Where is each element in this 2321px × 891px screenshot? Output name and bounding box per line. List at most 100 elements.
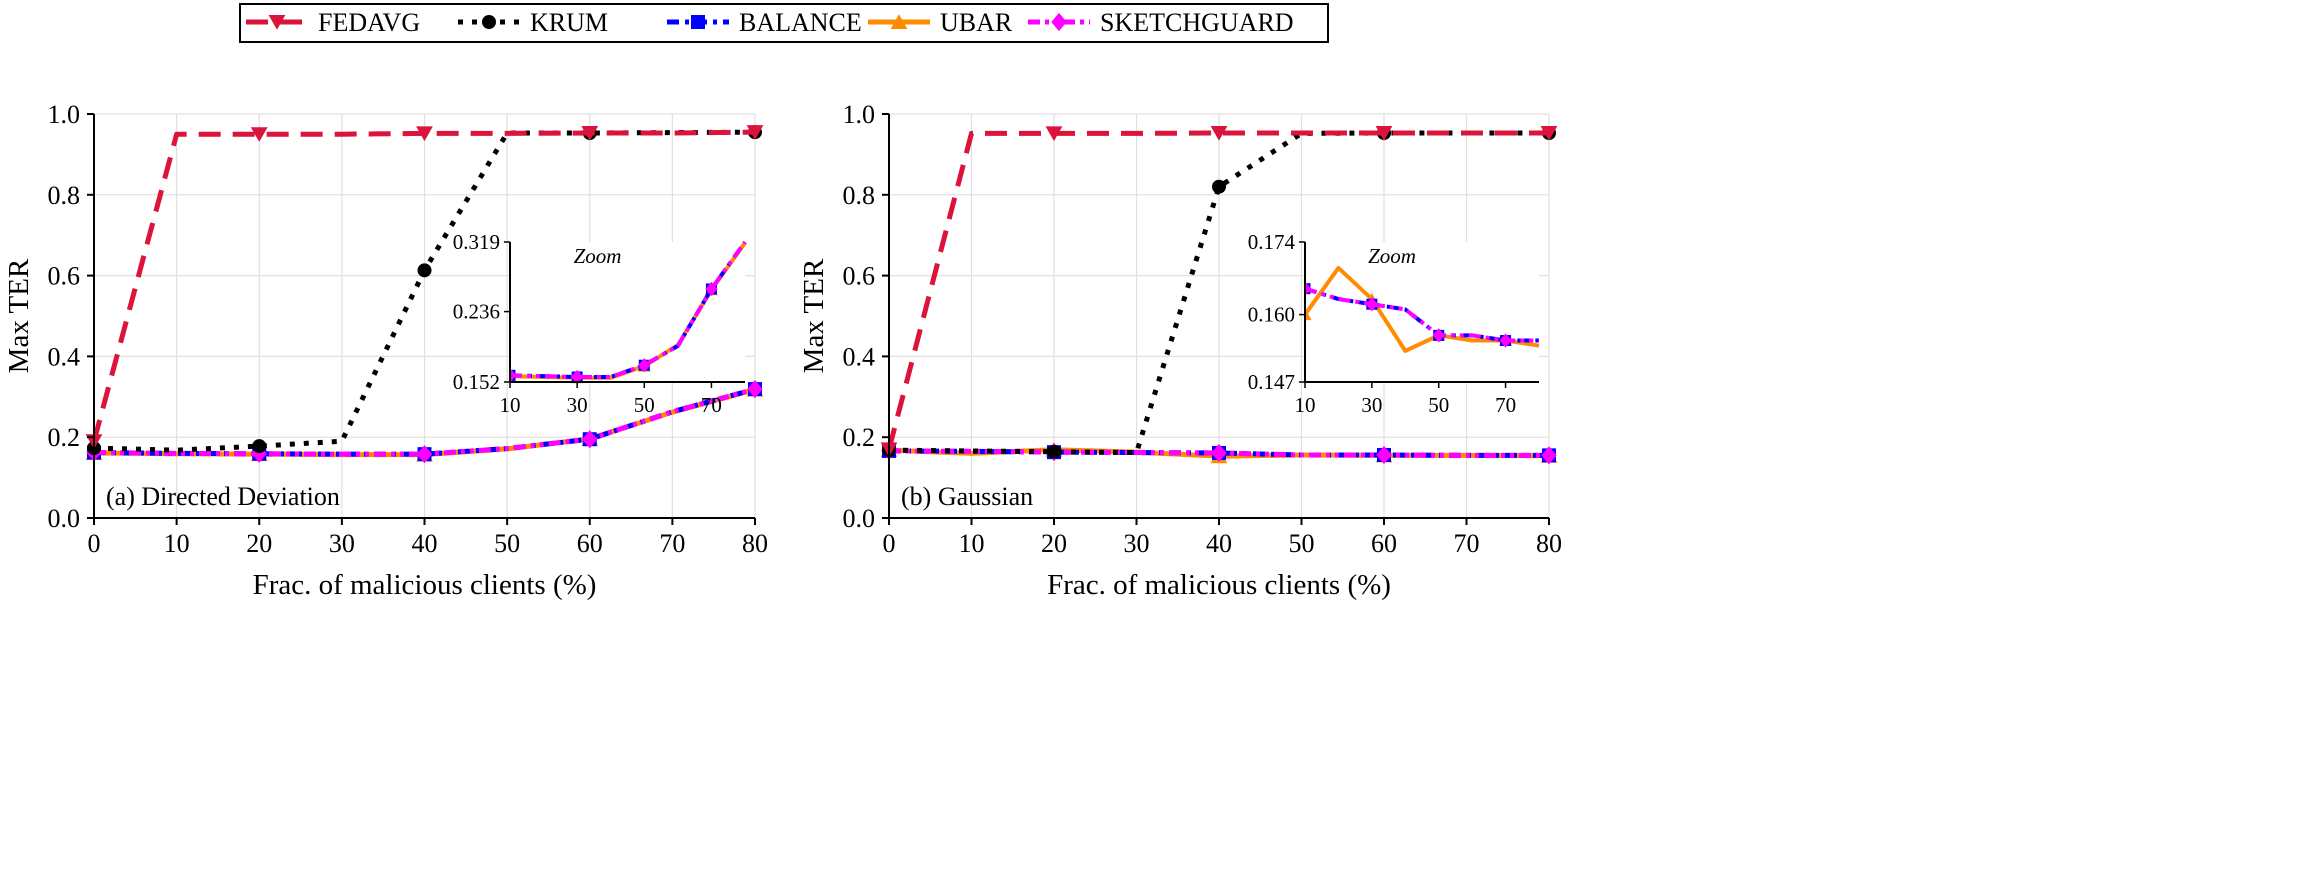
inset-y-tick-label: 0.147	[1248, 370, 1295, 394]
inset-plot	[510, 240, 747, 385]
legend-label: SKETCHGUARD	[1100, 8, 1294, 37]
zoom-inset: 10 30 50 70 0.147 0.160 0.174 Zoom	[1248, 230, 1540, 417]
data-point-krum	[417, 263, 432, 278]
panel-directed-deviation: 0 10 20 30 40 50 60 70 80 0.0 0.2 0.4 0.6 0.8 1.0 Frac.…	[3, 100, 768, 601]
data-point-krum	[1047, 444, 1061, 459]
y-tick-label: 0.4	[843, 342, 876, 371]
x-tick-label: 60	[1371, 529, 1397, 558]
legend-label: UBAR	[940, 8, 1013, 37]
inset-x-tick-label: 50	[634, 393, 655, 417]
x-tick-label: 50	[494, 529, 520, 558]
x-tick-label: 70	[659, 529, 685, 558]
data-point-fedavg	[1210, 125, 1228, 141]
series-line-fedavg	[886, 130, 1549, 450]
legend-entry-balance: BALANCE	[667, 8, 862, 37]
data-point-fedavg	[1045, 126, 1063, 142]
inset-data-point-sketchguard	[1365, 297, 1378, 312]
x-tick-label: 10	[959, 529, 985, 558]
legend-label: FEDAVG	[318, 8, 420, 37]
y-tick-label: 1.0	[48, 100, 81, 129]
inset-x-tick-label: 10	[500, 393, 521, 417]
inset-series-sketchguard	[1305, 281, 1539, 348]
inset-series-line-sketchguard	[1305, 286, 1539, 343]
y-tick-label: 1.0	[843, 100, 876, 129]
panel-gaussian: 0 10 20 30 40 50 60 70 80 0.0 0.2 0.4 0.6 0.8 1.0 Frac.…	[798, 100, 1562, 601]
inset-plot	[1305, 265, 1540, 353]
inset-title: Zoom	[1368, 244, 1416, 268]
inset-data-point-sketchguard	[638, 358, 651, 373]
inset-series-sketchguard	[510, 240, 747, 385]
data-point-sketchguard	[251, 444, 267, 463]
data-point-sketchguard	[582, 430, 598, 449]
inset-y-tick-label: 0.236	[453, 300, 500, 324]
inset-x-tick-label: 70	[701, 393, 722, 417]
x-tick-label: 40	[412, 529, 438, 558]
inset-data-point-sketchguard	[1432, 328, 1445, 343]
y-tick-label: 0.6	[843, 262, 876, 291]
inset-x-tick-label: 10	[1295, 393, 1316, 417]
inset-series-line-sketchguard	[510, 240, 747, 379]
x-tick-label: 20	[246, 529, 272, 558]
x-axis-label: Frac. of malicious clients (%)	[1047, 569, 1391, 601]
data-point-fedavg	[1540, 125, 1558, 141]
legend-entry-ubar: UBAR	[868, 8, 1013, 37]
y-tick-label: 0.2	[48, 423, 81, 452]
data-point-krum	[1212, 179, 1226, 194]
data-point-fedavg	[416, 126, 433, 142]
y-tick-label: 0.6	[48, 262, 81, 291]
x-tick-label: 0	[883, 529, 896, 558]
x-axis-label: Frac. of malicious clients (%)	[253, 569, 597, 601]
panel-annotation: (a) Directed Deviation	[106, 482, 340, 511]
data-point-sketchguard	[1376, 445, 1392, 465]
inset-data-point-sketchguard	[705, 281, 718, 297]
x-tick-label: 30	[1124, 529, 1150, 558]
y-tick-label: 0.0	[843, 504, 876, 533]
zoom-inset: 10 30 50 70 0.152 0.236 0.319 Zoom	[453, 230, 747, 417]
data-point-sketchguard	[1541, 446, 1557, 465]
inset-data-point-ubar	[1305, 308, 1312, 321]
legend-entry-krum: KRUM	[458, 8, 608, 37]
series-line-sketchguard	[93, 386, 756, 457]
inset-y-tick-label: 0.174	[1248, 230, 1296, 254]
x-tick-label: 50	[1289, 529, 1315, 558]
series-line-balance	[888, 448, 1549, 458]
y-axis-label: Max TER	[3, 258, 35, 373]
panel-annotation: (b) Gaussian	[901, 482, 1033, 511]
y-tick-label: 0.0	[48, 504, 81, 533]
legend-marker-circle	[482, 15, 496, 29]
legend-entry-sketchguard: SKETCHGUARD	[1028, 8, 1294, 37]
inset-x-tick-label: 30	[1361, 393, 1382, 417]
data-point-fedavg	[581, 125, 599, 141]
inset-background	[1305, 242, 1539, 382]
legend-marker-triangle-up	[890, 14, 908, 29]
y-axis-label: Max TER	[798, 258, 830, 373]
data-point-sketchguard	[747, 380, 763, 399]
inset-y-tick-label: 0.152	[453, 370, 500, 394]
inset-data-point-sketchguard	[1305, 281, 1312, 296]
x-tick-label: 20	[1041, 529, 1067, 558]
legend-marker-diamond	[1051, 12, 1067, 32]
inset-x-tick-label: 30	[567, 393, 588, 417]
legend-label: KRUM	[530, 8, 608, 37]
x-tick-label: 30	[329, 529, 355, 558]
data-point-sketchguard	[1211, 443, 1227, 463]
inset-title: Zoom	[574, 244, 622, 268]
legend-frame	[239, 3, 1329, 43]
legend: FEDAVG KRUM BALANCE UBAR SKETCHGUARD	[239, 3, 1329, 43]
inset-data-point-sketchguard	[510, 368, 517, 383]
series-fedavg	[85, 125, 764, 449]
data-point-krum	[252, 439, 267, 454]
data-point-fedavg	[250, 127, 268, 142]
inset-y-tick-label: 0.160	[1248, 303, 1295, 327]
x-tick-label: 0	[88, 529, 101, 558]
series-fedavg	[880, 125, 1558, 458]
x-tick-label: 70	[1454, 529, 1480, 558]
legend-label: BALANCE	[739, 8, 862, 37]
inset-y-tick-label: 0.319	[453, 230, 500, 254]
data-point-fedavg	[1375, 125, 1393, 141]
data-point-sketchguard	[416, 445, 433, 464]
legend-marker-triangle-down	[268, 15, 286, 30]
x-tick-label: 10	[164, 529, 190, 558]
inset-x-tick-label: 70	[1495, 393, 1516, 417]
